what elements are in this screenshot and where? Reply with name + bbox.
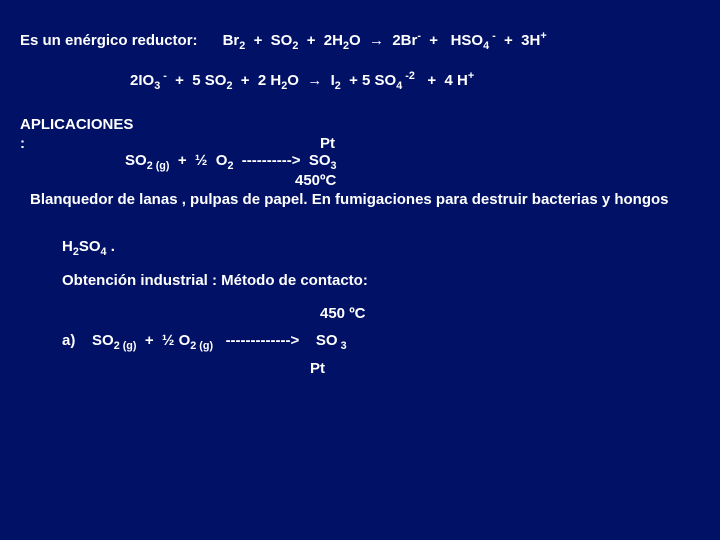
equation-2: 2IO3 - + 5 SO2 + 2 H2O → I2 + 5 SO4 -2 +…: [130, 70, 700, 92]
applications-paragraph: Blanquedor de lanas , pulpas de papel. E…: [30, 189, 700, 212]
temp-450: 450 ºC: [320, 305, 700, 322]
h2so4-heading: H2SO4 .: [62, 238, 700, 258]
aplicaciones-heading: APLICACIONES: [20, 116, 700, 133]
aplicaciones-colon-row: : Pt SO2 (g) + ½ O2 ----------> SO3 450º…: [20, 135, 700, 189]
colon: :: [20, 135, 125, 152]
eq4-catalyst: Pt: [310, 360, 700, 377]
reductor-line: Es un enérgico reductor: Br2 + SO2 + 2H2…: [20, 30, 700, 52]
obtencion-line: Obtención industrial : Método de contact…: [62, 272, 700, 289]
equation-3: SO2 (g) + ½ O2 ----------> SO3: [125, 152, 700, 172]
equation-4: a) SO2 (g) + ½ O2 (g) -------------> SO …: [62, 332, 700, 352]
eq4-letter: a): [62, 332, 75, 349]
eq3-catalyst-top: Pt: [320, 135, 700, 152]
reductor-label: Es un enérgico reductor:: [20, 32, 198, 49]
eq3-catalyst-bottom: 450ºC: [295, 172, 700, 189]
equation-1: Br2 + SO2 + 2H2O → 2Br- + HSO4 - + 3H+: [223, 32, 547, 49]
